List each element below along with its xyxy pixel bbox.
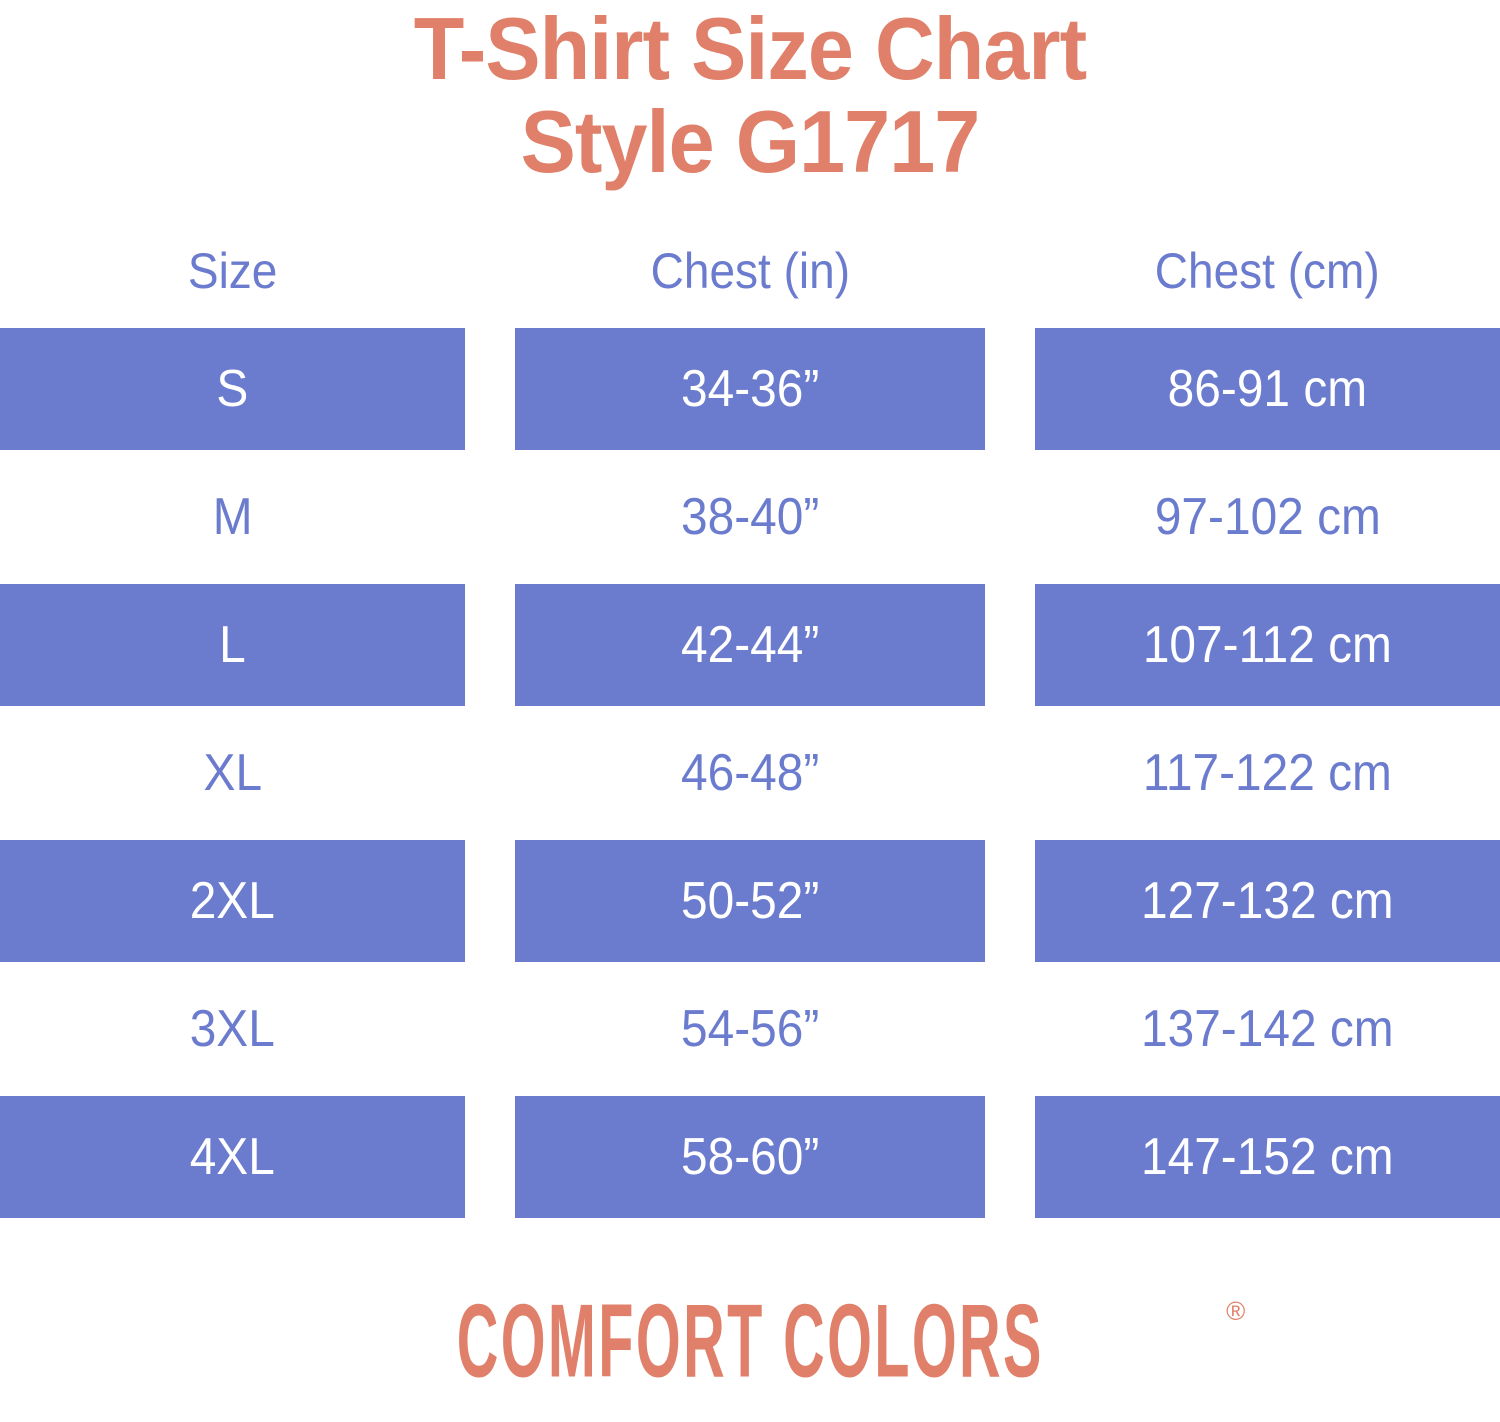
table-row: 3XL 54-56” 137-142 cm [0,968,1500,1090]
table-row: M 38-40” 97-102 cm [0,456,1500,578]
cell-size: L [0,584,465,706]
table-row: L 42-44” 107-112 cm [0,584,1500,706]
cell-size: XL [203,744,262,802]
cell-chest-in: 58-60” [515,1096,985,1218]
cell-chest-cm: 86-91 cm [1035,328,1500,450]
cell-size: 3XL [189,1000,276,1058]
title-line-1: T-Shirt Size Chart [413,0,1087,98]
cell-chest-in: 46-48” [680,744,820,802]
registered-trademark-icon: ® [1226,1296,1246,1326]
cell-chest-in: 42-44” [515,584,985,706]
brand-wordmark: COMFORT COLORS [456,1283,1044,1400]
cell-chest-in: 50-52” [515,840,985,962]
comfort-colors-logo: COMFORT COLORS ® [261,1287,1245,1395]
column-header-chest-in: Chest (in) [650,243,850,299]
cell-chest-cm: 147-152 cm [1035,1096,1500,1218]
table-header-row: Size Chest (in) Chest (cm) [0,228,1500,300]
page-title: T-Shirt Size Chart Style G1717 [0,0,1500,188]
cell-chest-cm: 127-132 cm [1035,840,1500,962]
cell-chest-in: 38-40” [680,488,820,546]
cell-chest-cm: 97-102 cm [1154,488,1381,546]
cell-chest-cm: 107-112 cm [1035,584,1500,706]
title-line-2: Style G1717 [520,92,981,191]
brand-footer: COMFORT COLORS ® [0,1287,1500,1395]
table-row: S 34-36” 86-91 cm [0,328,1500,450]
cell-size: M [212,488,253,546]
cell-chest-in: 34-36” [515,328,985,450]
cell-size: 2XL [0,840,465,962]
cell-size: S [0,328,465,450]
table-row: XL 46-48” 117-122 cm [0,712,1500,834]
cell-chest-cm: 137-142 cm [1141,1000,1394,1058]
column-header-chest-cm: Chest (cm) [1155,243,1380,299]
cell-size: 4XL [0,1096,465,1218]
cell-chest-in: 54-56” [680,1000,820,1058]
cell-chest-cm: 117-122 cm [1142,744,1393,802]
table-row: 2XL 50-52” 127-132 cm [0,840,1500,962]
column-header-size: Size [187,243,278,299]
table-row: 4XL 58-60” 147-152 cm [0,1096,1500,1218]
size-table: Size Chest (in) Chest (cm) S 34-36” 86-9… [0,228,1500,1224]
